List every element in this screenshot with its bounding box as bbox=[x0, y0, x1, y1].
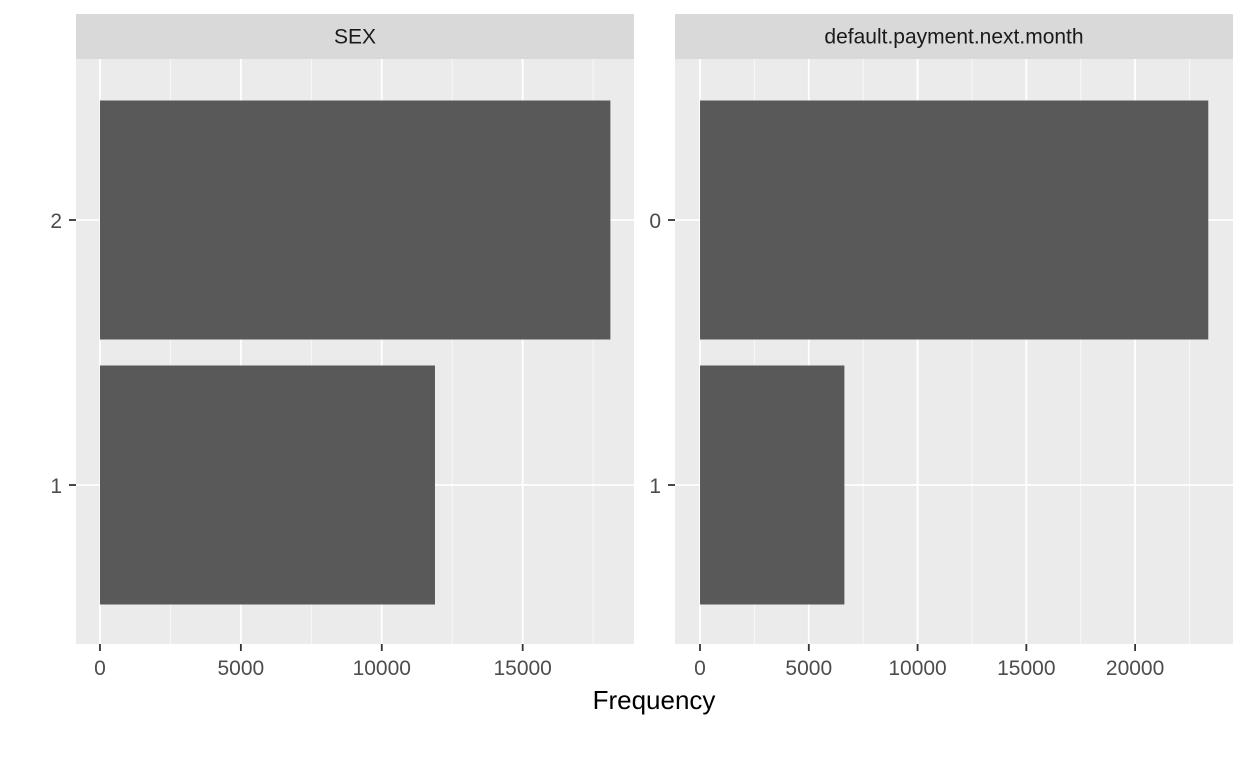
x-axis-title: Frequency bbox=[593, 685, 716, 715]
x-tick-label: 0 bbox=[94, 657, 106, 680]
y-tick-label: 0 bbox=[649, 210, 661, 233]
x-tick-label: 10000 bbox=[353, 657, 411, 680]
x-tick-label: 0 bbox=[694, 657, 706, 680]
facet-strip-label: default.payment.next.month bbox=[824, 26, 1083, 49]
bar-2 bbox=[99, 100, 611, 340]
y-tick-label: 1 bbox=[50, 475, 62, 498]
facet-panel-default-payment: default.payment.next.month 0 1 0 5000 10000 15… bbox=[649, 14, 1233, 680]
x-tick-label: 15000 bbox=[997, 657, 1055, 680]
facet-strip bbox=[675, 14, 1233, 59]
bar-1 bbox=[700, 365, 845, 605]
facet-strip bbox=[76, 14, 634, 59]
x-tick-label: 20000 bbox=[1106, 657, 1164, 680]
y-tick-label: 1 bbox=[649, 475, 661, 498]
y-tick-label: 2 bbox=[50, 210, 62, 233]
facet-panel-sex: SEX 2 1 0 5000 10000 15000 bbox=[50, 14, 634, 680]
x-tick-label: 5000 bbox=[218, 657, 265, 680]
bar-1 bbox=[99, 365, 435, 605]
x-tick-label: 5000 bbox=[785, 657, 832, 680]
x-tick-label: 10000 bbox=[888, 657, 946, 680]
bar-0 bbox=[700, 100, 1209, 340]
facet-strip-label: SEX bbox=[334, 26, 376, 49]
x-tick-label: 15000 bbox=[493, 657, 551, 680]
